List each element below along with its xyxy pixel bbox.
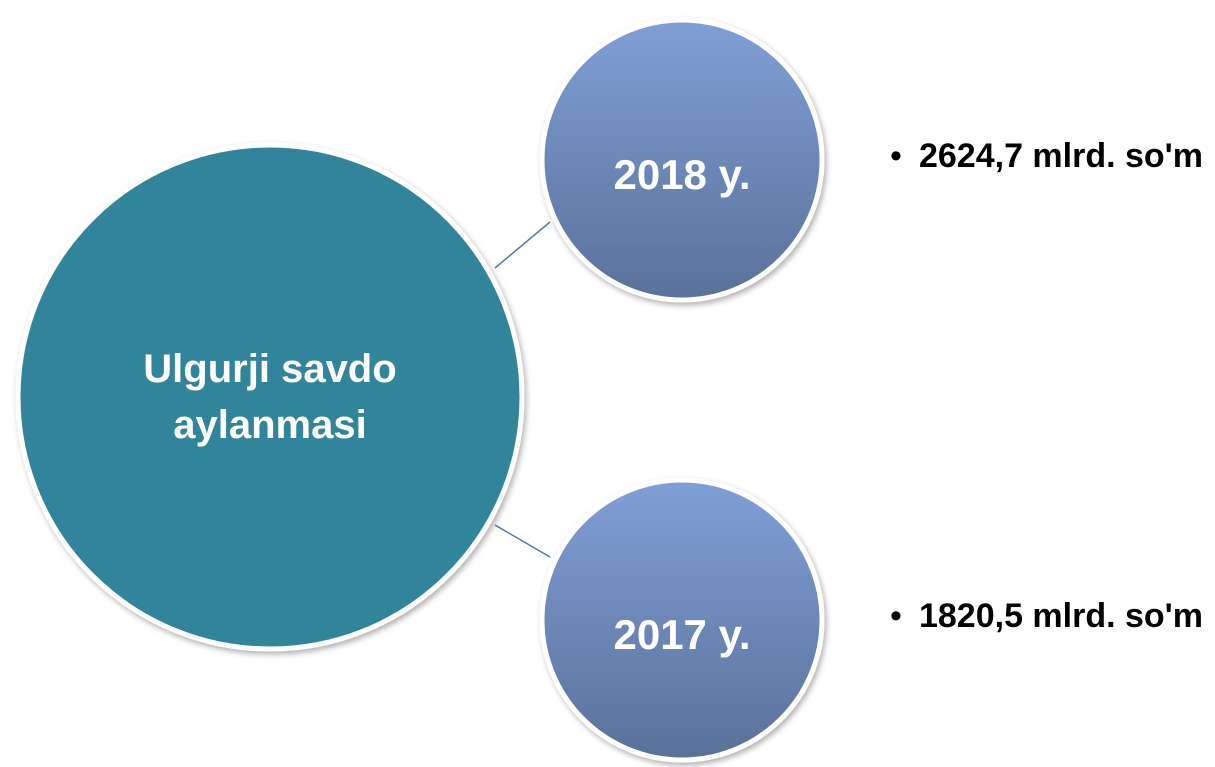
node-detail: 2624,7 mlrd. so'm xyxy=(890,138,1210,174)
center-label: Ulgurji savdo aylanmasi xyxy=(143,347,397,447)
connector xyxy=(494,221,551,269)
connector xyxy=(494,524,551,558)
node-label: 2017 y. xyxy=(613,611,751,658)
node-circle xyxy=(539,477,825,763)
center-circle xyxy=(15,142,525,652)
node-label: 2018 y. xyxy=(613,151,751,198)
node-circle xyxy=(539,17,825,303)
node-detail: 1820,5 mlrd. so'm xyxy=(890,598,1210,634)
